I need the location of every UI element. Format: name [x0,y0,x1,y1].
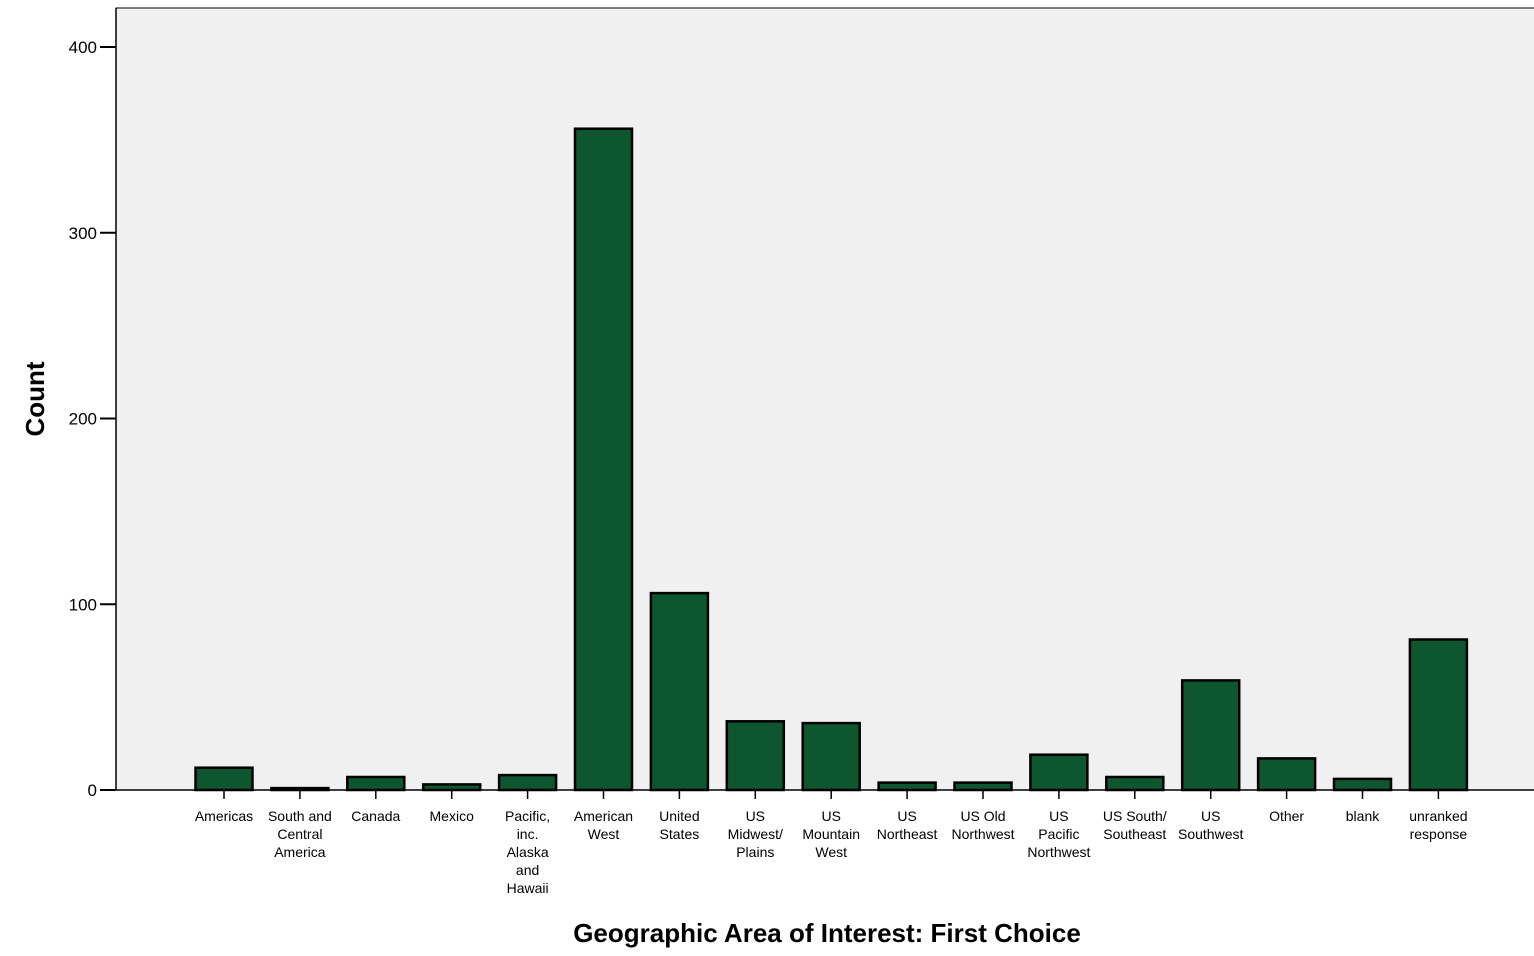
x-axis-title: Geographic Area of Interest: First Choic… [573,918,1081,948]
x-tick-label-2: Canada [351,808,400,824]
x-tick-label-15: blank [1346,808,1380,824]
x-tick-label-5: American West [574,808,633,842]
y-axis: 0 100 200 300 400 [69,8,117,800]
x-tick-label-13: US Southwest [1178,808,1243,842]
bar-7 [725,720,786,792]
bar-4 [497,773,558,792]
x-tick-label-8: US Mountain West [802,808,860,860]
bar-13 [1180,679,1241,792]
x-tick-label-1: South and Central America [268,808,332,860]
x-tick-label-9: US Northeast [877,808,938,842]
bar-12 [1105,775,1165,792]
bars-group [194,127,1469,792]
bar-14 [1256,757,1317,792]
x-tick-label-16: unranked response [1409,808,1467,842]
y-tick-label-4: 400 [69,38,97,57]
x-tick-label-10: US Old Northwest [951,808,1014,842]
bar-15 [1332,777,1393,792]
y-tick-label-1: 100 [69,595,97,614]
x-tick-label-12: US South/Southeast [1103,808,1167,842]
bar-16 [1408,638,1469,792]
bar-6 [649,591,710,792]
y-tick-label-0: 0 [88,781,97,800]
bar-8 [801,721,861,792]
x-tick-label-14: Other [1269,808,1304,824]
bar-0 [194,766,254,792]
y-tick-label-3: 300 [69,224,97,243]
x-tick-label-3: Mexico [430,808,475,824]
x-axis: Americas South and Central America Canada Mex… [116,789,1534,896]
x-tick-label-7: US Midwest/Plains [728,808,783,860]
x-tick-label-6: United States [659,808,699,842]
bar-10 [953,781,1013,792]
y-tick-label-2: 200 [69,410,97,429]
plot-area [115,7,1534,791]
x-tick-label-4: Pacific, inc. Alaska and Hawaii [505,808,550,896]
x-tick-label-0: Americas [195,808,253,824]
x-tick-label-11: US Pacific Northwest [1027,808,1090,860]
y-axis-title: Count [20,361,50,436]
bar-9 [877,781,937,792]
bar-2 [346,775,406,792]
bar-5 [573,127,634,792]
bar-3 [421,783,482,792]
bar-11 [1029,753,1089,792]
